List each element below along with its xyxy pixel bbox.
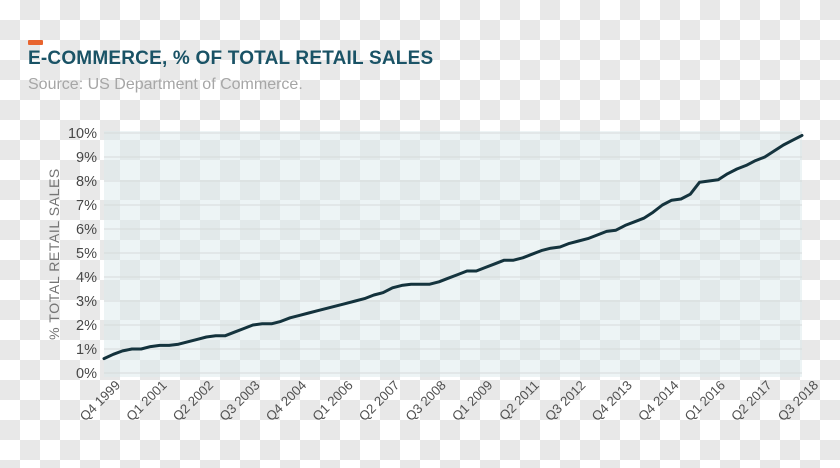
line-chart: 0%1%2%3%4%5%6%7%8%9%10%Q4 1999 Q1 2001 Q2 … xyxy=(68,126,821,424)
x-tick-label: Q4 2014 xyxy=(635,378,681,424)
y-axis-title: % TOTAL RETAIL SALES xyxy=(46,168,62,340)
x-tick-label: Q3 2003 xyxy=(216,378,262,424)
x-tick-label: Q3 2018 xyxy=(775,378,821,424)
data-line xyxy=(102,133,804,361)
x-tick-label: Q2 2007 xyxy=(356,378,402,424)
x-tick-label: Q3 2008 xyxy=(402,378,448,424)
accent-dash xyxy=(28,40,43,45)
y-tick-label: 5% xyxy=(76,246,97,262)
y-tick-label: 8% xyxy=(76,174,97,190)
y-tick-label: 2% xyxy=(76,318,97,334)
plot-area xyxy=(104,131,802,377)
x-tick-label: Q1 2006 xyxy=(309,378,355,424)
x-tick-label: Q2 2017 xyxy=(728,378,774,424)
x-tick-label: Q1 2001 xyxy=(123,378,169,424)
x-tick-label: Q4 2004 xyxy=(263,378,309,424)
y-tick-label: 4% xyxy=(76,270,97,286)
y-tick-label: 7% xyxy=(76,198,97,214)
x-tick-label: Q4 1999 xyxy=(77,378,123,424)
y-tick-label: 3% xyxy=(76,294,97,310)
y-tick-label: 1% xyxy=(76,342,97,358)
x-tick-label: Q1 2009 xyxy=(449,378,495,424)
x-tick-label: Q2 2011 xyxy=(496,378,542,424)
x-tick-label: Q2 2002 xyxy=(170,378,216,424)
x-tick-label: Q1 2016 xyxy=(682,378,728,424)
chart-title: E-COMMERCE, % OF TOTAL RETAIL SALES xyxy=(28,48,434,69)
y-tick-label: 10% xyxy=(68,126,97,142)
x-tick-label: Q4 2013 xyxy=(589,378,635,424)
source-credit: Source: US Department of Commerce. xyxy=(28,76,303,93)
y-tick-label: 9% xyxy=(76,150,97,166)
x-tick-label: Q3 2012 xyxy=(542,378,588,424)
y-tick-label: 0% xyxy=(76,366,97,382)
y-tick-label: 6% xyxy=(76,222,97,238)
